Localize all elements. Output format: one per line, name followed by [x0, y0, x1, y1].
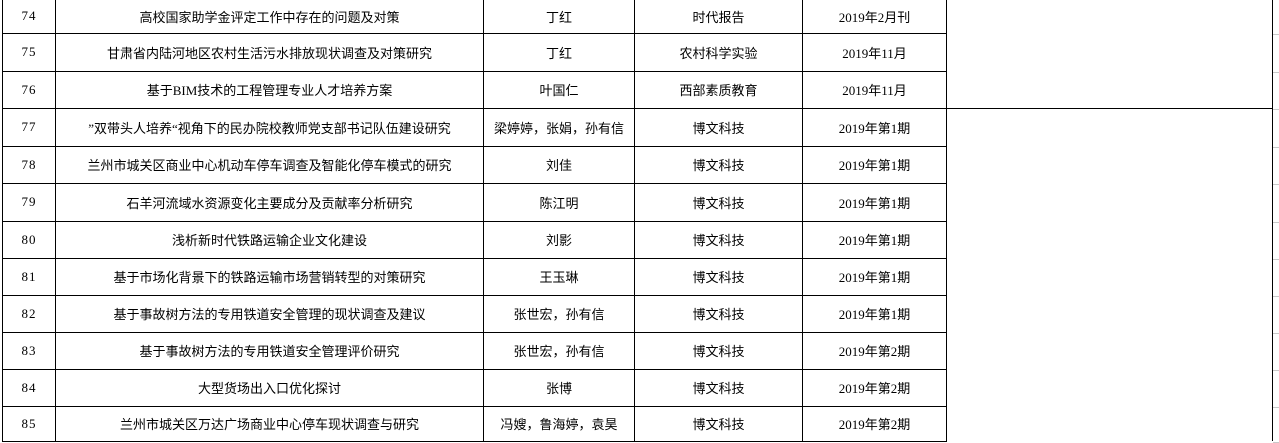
cell-publication[interactable]: 博文科技 — [634, 182, 803, 222]
cell-no[interactable]: 83 — [2, 331, 56, 370]
gridline-stub — [1273, 259, 1279, 260]
gridline-stub — [1273, 147, 1279, 148]
table-row: 85 兰州市城关区万达广场商业中心停车现状调查与研究 冯嫂，鲁海婷，袁昊 博文科技 20… — [2, 405, 1273, 442]
cell-no[interactable]: 77 — [2, 107, 56, 147]
cell-title[interactable]: 大型货场出入口优化探讨 — [55, 368, 484, 407]
cell-title[interactable]: 基于事故树方法的专用铁道安全管理评价研究 — [55, 331, 484, 370]
cell-no[interactable]: 80 — [2, 220, 56, 259]
gridline-stub — [1273, 109, 1279, 110]
gridline-stub — [1273, 222, 1279, 223]
gridline-stub — [1273, 34, 1279, 35]
empty-merged-cell-bottom[interactable] — [946, 107, 1273, 441]
cell-authors[interactable]: 王玉琳 — [483, 257, 635, 296]
cell-issue[interactable]: 2019年第2期 — [802, 368, 947, 407]
cell-no[interactable]: 85 — [2, 405, 56, 442]
table-row: 76 基于BIM技术的工程管理专业人才培养方案 叶国仁 西部素质教育 2019年11月 — [2, 70, 1273, 109]
cell-issue[interactable]: 2019年第1期 — [802, 294, 947, 333]
cell-publication[interactable]: 农村科学实验 — [634, 32, 803, 72]
cell-title[interactable]: 兰州市城关区万达广场商业中心停车现状调查与研究 — [55, 405, 484, 442]
table-row: 75 甘肃省内陆河地区农村生活污水排放现状调查及对策研究 丁红 农村科学实验 2019年… — [2, 32, 1273, 72]
cell-authors[interactable]: 陈江明 — [483, 182, 635, 222]
cell-title[interactable]: 石羊河流域水资源变化主要成分及贡献率分析研究 — [55, 182, 484, 222]
table-row: 77 ”双带头人培养“视角下的民办院校教师党支部书记队伍建设研究 梁婷婷，张娟，孙有… — [2, 107, 1273, 441]
cell-title[interactable]: 高校国家助学金评定工作中存在的问题及对策 — [55, 0, 484, 34]
cell-authors[interactable]: 梁婷婷，张娟，孙有信 — [483, 107, 635, 147]
cell-authors[interactable]: 刘影 — [483, 220, 635, 259]
table-row: 74 高校国家助学金评定工作中存在的问题及对策 丁红 时代报告 2019年2月刊 — [2, 0, 1273, 109]
cell-no[interactable]: 78 — [2, 145, 56, 184]
cell-publication[interactable]: 博文科技 — [634, 107, 803, 147]
gridline-stub — [1273, 370, 1279, 371]
gridline-stub — [1273, 72, 1279, 73]
cell-no[interactable]: 75 — [2, 32, 56, 72]
cell-issue[interactable]: 2019年2月刊 — [802, 0, 947, 34]
cell-issue[interactable]: 2019年11月 — [802, 70, 947, 109]
gridline-stub — [1273, 407, 1279, 408]
cell-no[interactable]: 84 — [2, 368, 56, 407]
cell-publication[interactable]: 博文科技 — [634, 405, 803, 442]
cell-issue[interactable]: 2019年第1期 — [802, 145, 947, 184]
cell-publication[interactable]: 西部素质教育 — [634, 70, 803, 109]
cell-title[interactable]: 基于BIM技术的工程管理专业人才培养方案 — [55, 70, 484, 109]
cell-issue[interactable]: 2019年第2期 — [802, 331, 947, 370]
table-row: 80 浅析新时代铁路运输企业文化建设 刘影 博文科技 2019年第1期 — [2, 220, 1273, 259]
cell-no[interactable]: 76 — [2, 70, 56, 109]
cell-publication[interactable]: 时代报告 — [634, 0, 803, 34]
cell-publication[interactable]: 博文科技 — [634, 294, 803, 333]
cell-publication[interactable]: 博文科技 — [634, 331, 803, 370]
cell-no[interactable]: 79 — [2, 182, 56, 222]
cell-no[interactable]: 81 — [2, 257, 56, 296]
table-row: 78 兰州市城关区商业中心机动车停车调查及智能化停车模式的研究 刘佳 博文科技 2019… — [2, 145, 1273, 184]
cell-authors[interactable]: 丁红 — [483, 0, 635, 34]
table-row: 82 基于事故树方法的专用铁道安全管理的现状调查及建议 张世宏，孙有信 博文科技 201… — [2, 294, 1273, 333]
cell-no[interactable]: 74 — [2, 0, 56, 34]
cell-title[interactable]: 基于市场化背景下的铁路运输市场营销转型的对策研究 — [55, 257, 484, 296]
table-row: 81 基于市场化背景下的铁路运输市场营销转型的对策研究 王玉琳 博文科技 2019年第1… — [2, 257, 1273, 296]
gridline-stub — [1273, 333, 1279, 334]
cell-title[interactable]: ”双带头人培养“视角下的民办院校教师党支部书记队伍建设研究 — [55, 107, 484, 147]
cell-publication[interactable]: 博文科技 — [634, 368, 803, 407]
cell-title[interactable]: 甘肃省内陆河地区农村生活污水排放现状调查及对策研究 — [55, 32, 484, 72]
cell-title[interactable]: 兰州市城关区商业中心机动车停车调查及智能化停车模式的研究 — [55, 145, 484, 184]
cell-publication[interactable]: 博文科技 — [634, 220, 803, 259]
cell-issue[interactable]: 2019年第2期 — [802, 405, 947, 442]
table-row: 83 基于事故树方法的专用铁道安全管理评价研究 张世宏，孙有信 博文科技 2019年第2… — [2, 331, 1273, 370]
gridline-stub — [1273, 296, 1279, 297]
cell-issue[interactable]: 2019年11月 — [802, 32, 947, 72]
cell-authors[interactable]: 刘佳 — [483, 145, 635, 184]
cell-authors[interactable]: 冯嫂，鲁海婷，袁昊 — [483, 405, 635, 442]
cell-publication[interactable]: 博文科技 — [634, 145, 803, 184]
cell-authors[interactable]: 张博 — [483, 368, 635, 407]
cell-publication[interactable]: 博文科技 — [634, 257, 803, 296]
cell-issue[interactable]: 2019年第1期 — [802, 257, 947, 296]
cell-issue[interactable]: 2019年第1期 — [802, 182, 947, 222]
cell-title[interactable]: 浅析新时代铁路运输企业文化建设 — [55, 220, 484, 259]
cell-issue[interactable]: 2019年第1期 — [802, 220, 947, 259]
cell-no[interactable]: 82 — [2, 294, 56, 333]
cell-issue[interactable]: 2019年第1期 — [802, 107, 947, 147]
cell-authors[interactable]: 张世宏，孙有信 — [483, 331, 635, 370]
cell-title[interactable]: 基于事故树方法的专用铁道安全管理的现状调查及建议 — [55, 294, 484, 333]
gridline-stub — [1273, 184, 1279, 185]
cell-authors[interactable]: 叶国仁 — [483, 70, 635, 109]
empty-merged-cell-top[interactable] — [946, 0, 1273, 109]
cell-authors[interactable]: 丁红 — [483, 32, 635, 72]
cell-authors[interactable]: 张世宏，孙有信 — [483, 294, 635, 333]
